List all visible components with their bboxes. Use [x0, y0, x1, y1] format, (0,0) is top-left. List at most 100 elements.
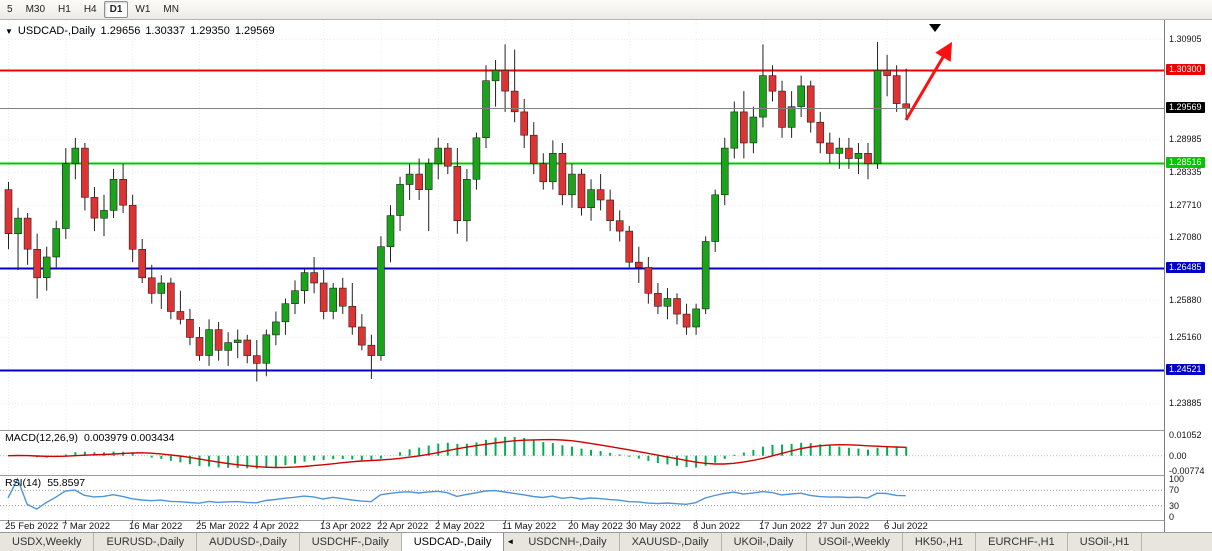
chart-tabs-bar: USDX,Weekly EURUSD-,Daily AUDUSD-,Daily USD… — [0, 532, 1212, 551]
candle — [883, 54, 891, 97]
time-axis-tick — [323, 520, 324, 523]
candle — [644, 257, 653, 304]
candle — [14, 207, 22, 270]
candle — [205, 319, 213, 366]
rsi-indicator-canvas[interactable] — [0, 476, 1164, 520]
candle — [720, 137, 729, 206]
chart-tab-xauusd-daily[interactable]: XAUUSD-,Daily — [620, 533, 722, 551]
chart-tab-usdcnh-daily[interactable]: USDCNH-,Daily — [516, 533, 620, 551]
candlestick-chart-canvas[interactable] — [0, 20, 1164, 430]
time-axis-label: 30 May 2022 — [626, 521, 681, 532]
price-axis[interactable]: 1.30905 1.28985 1.28335 1.27710 1.27080 1.258… — [1164, 20, 1212, 532]
chart-tab-usoil-weekly[interactable]: USOil-,Weekly — [807, 533, 903, 551]
candle — [482, 65, 490, 149]
candle — [730, 101, 739, 159]
timeframe-button-h1[interactable]: H1 — [58, 4, 71, 15]
chart-shift-marker-icon[interactable] — [929, 24, 941, 32]
candle — [787, 91, 796, 138]
candle — [864, 143, 872, 180]
candle — [892, 65, 901, 112]
chart-ohlc-header: ▼ USDCAD-,Daily 1.29656 1.30337 1.29350 1.295… — [5, 25, 280, 37]
candle — [186, 308, 194, 346]
timeframe-button-mn[interactable]: MN — [163, 4, 179, 15]
chart-tab-usdchf-daily[interactable]: USDCHF-,Daily — [300, 533, 402, 551]
time-axis-tick — [65, 520, 66, 523]
rsi-label: RSI(14) — [5, 477, 42, 489]
trend-arrow-annotation[interactable] — [904, 41, 953, 121]
timeframe-button-d1[interactable]: D1 — [103, 1, 129, 18]
timeframe-button-5[interactable]: 5 — [7, 4, 13, 15]
pane-separator[interactable] — [0, 430, 1212, 431]
time-axis-label: 2 May 2022 — [435, 521, 485, 532]
candle — [873, 41, 882, 169]
axis-label: 1.27080 — [1169, 232, 1202, 242]
candle — [81, 143, 89, 211]
chart-tab-eurchf-h1[interactable]: EURCHF-,H1 — [976, 533, 1068, 551]
candle — [424, 158, 433, 232]
candle — [835, 137, 844, 169]
candle — [338, 277, 347, 315]
candle — [606, 189, 614, 232]
candle — [463, 168, 471, 242]
chart-tab-usdcad-daily[interactable]: USDCAD-,Daily — [401, 533, 505, 551]
tab-scroll-left-icon[interactable]: ◄ — [506, 537, 515, 546]
axis-label: 0.01052 — [1169, 430, 1202, 440]
timeframe-toolbar: 5 M30 H1 H4 D1 W1 MN — [0, 0, 1212, 20]
chart-tab-usoil-h1[interactable]: USOil-,H1 — [1068, 533, 1143, 551]
candle — [443, 143, 452, 175]
macd-indicator-canvas[interactable] — [0, 431, 1164, 475]
candle — [52, 220, 61, 268]
candle — [615, 210, 624, 242]
timeframe-button-h4[interactable]: H4 — [83, 4, 97, 15]
candle — [167, 277, 175, 320]
time-axis-tick — [820, 520, 821, 523]
candle — [243, 334, 252, 364]
candle — [768, 65, 777, 102]
timeframe-button-w1[interactable]: W1 — [135, 4, 151, 15]
candle — [634, 246, 643, 283]
candle — [128, 194, 137, 263]
candle — [176, 290, 185, 325]
candle — [692, 303, 700, 335]
chart-tab-eurusd-daily[interactable]: EURUSD-,Daily — [94, 533, 198, 551]
time-axis-label: 22 Apr 2022 — [377, 521, 429, 532]
candle — [157, 275, 166, 309]
chart-tab-audusd-daily[interactable]: AUDUSD-,Daily — [197, 533, 300, 551]
candle — [453, 148, 462, 234]
candle — [262, 329, 271, 377]
candle — [415, 158, 423, 200]
ohlc-high: 1.30337 — [145, 25, 186, 37]
time-axis-label: 13 Apr 2022 — [320, 521, 372, 532]
candle — [90, 187, 99, 232]
pane-separator[interactable] — [0, 475, 1212, 476]
candle — [138, 238, 146, 283]
candle — [386, 205, 395, 263]
ohlc-close: 1.29569 — [234, 25, 275, 37]
pane-separator[interactable] — [0, 520, 1212, 521]
time-axis-tick — [380, 520, 381, 523]
time-axis-tick — [132, 520, 133, 523]
time-axis[interactable]: 25 Feb 2022 7 Mar 2022 16 Mar 2022 25 Mar 2… — [0, 520, 1164, 532]
rsi-value: 55.8597 — [47, 477, 86, 489]
candle — [520, 98, 529, 149]
candle — [673, 293, 681, 325]
axis-label: 1.28985 — [1169, 134, 1202, 144]
timeframe-button-m30[interactable]: M30 — [25, 4, 46, 15]
chart-tab-hk50-h1[interactable]: HK50-,H1 — [903, 533, 977, 551]
axis-label: 100 — [1169, 474, 1185, 484]
candle — [549, 140, 557, 190]
candle — [778, 80, 786, 138]
axis-label: 30 — [1169, 501, 1180, 511]
candle — [377, 236, 385, 361]
chart-tab-ukoil-daily[interactable]: UKOil-,Daily — [722, 533, 807, 551]
time-axis-label: 8 Jun 2022 — [693, 521, 741, 532]
chart-tab-usdx-weekly[interactable]: USDX,Weekly — [0, 533, 95, 551]
symbol-dropdown-icon[interactable]: ▼ — [5, 27, 13, 36]
candle — [147, 264, 156, 304]
candle — [825, 132, 834, 164]
axis-label: 70 — [1169, 485, 1180, 495]
price-level-badge: 1.30300 — [1166, 64, 1205, 75]
time-axis-tick — [199, 520, 200, 523]
price-level-badge: 1.28516 — [1166, 157, 1205, 168]
candle — [23, 213, 32, 265]
